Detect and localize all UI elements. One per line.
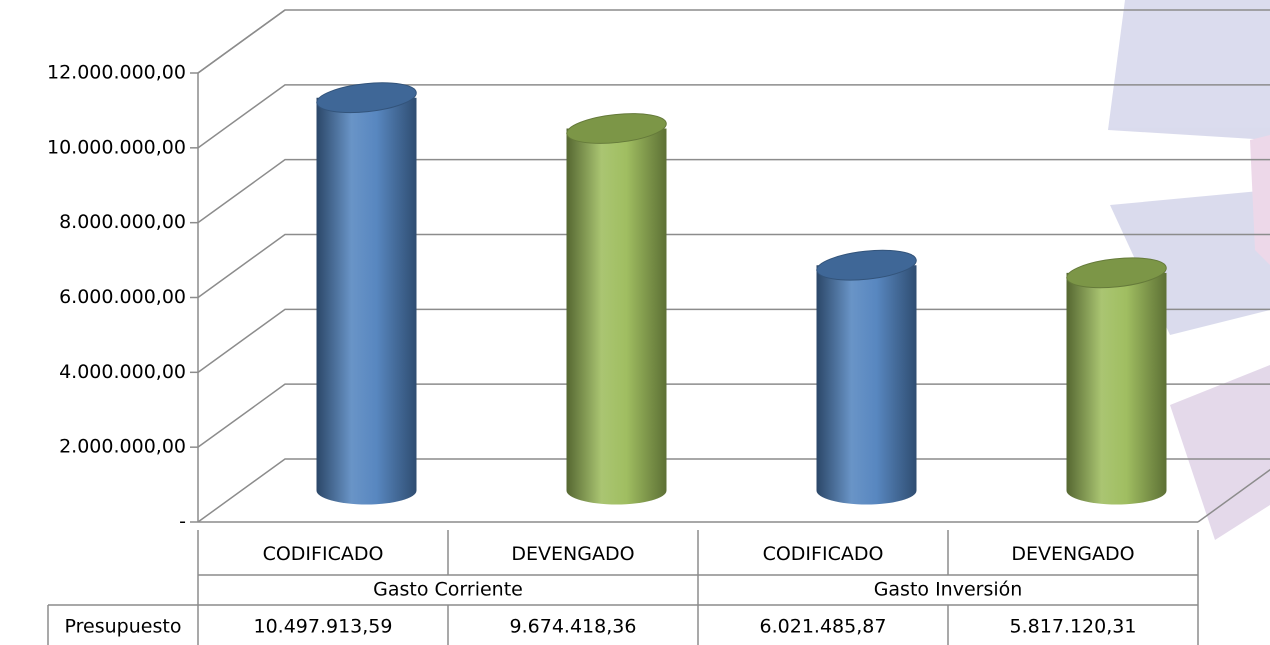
bar-top [566, 113, 667, 144]
bar [566, 128, 667, 505]
grid-line [197, 308, 1270, 373]
y-tick-label: 4.000.000,00 [59, 361, 186, 383]
grid-line [197, 383, 1270, 448]
grid-line [197, 458, 1270, 523]
x-tick-label: CODIFICADO [263, 543, 384, 565]
value-label: 10.497.913,59 [253, 616, 392, 638]
grid-line [197, 84, 1270, 149]
grid-line [197, 233, 1270, 299]
bar [316, 97, 417, 505]
y-tick-label: 8.000.000,00 [59, 211, 186, 233]
bar [816, 265, 917, 505]
y-tick-label: 2.000.000,00 [59, 436, 186, 458]
value-label: 6.021.485,87 [760, 616, 887, 638]
group-label: Gasto Corriente [373, 579, 523, 601]
y-tick-label: 6.000.000,00 [59, 286, 186, 308]
bar-top [816, 249, 917, 281]
x-tick-label: DEVENGADO [511, 543, 634, 565]
x-tick-label: CODIFICADO [763, 543, 884, 565]
bar-top [1066, 257, 1167, 289]
bar-top [316, 82, 417, 114]
group-label: Gasto Inversión [874, 579, 1023, 601]
y-tick-label: 10.000.000,00 [47, 136, 186, 158]
floor-line [1197, 468, 1270, 523]
value-label: 5.817.120,31 [1010, 616, 1137, 638]
bar [1066, 272, 1167, 505]
x-tick-label: DEVENGADO [1011, 543, 1134, 565]
value-label: 9.674.418,36 [510, 616, 637, 638]
series-name: Presupuesto [65, 616, 182, 638]
grid-line [197, 158, 1270, 224]
y-tick-label: 12.000.000,00 [47, 62, 186, 84]
grid-line [197, 9, 1270, 74]
background-decoration [1108, 0, 1270, 540]
y-tick-label: - [179, 511, 186, 533]
